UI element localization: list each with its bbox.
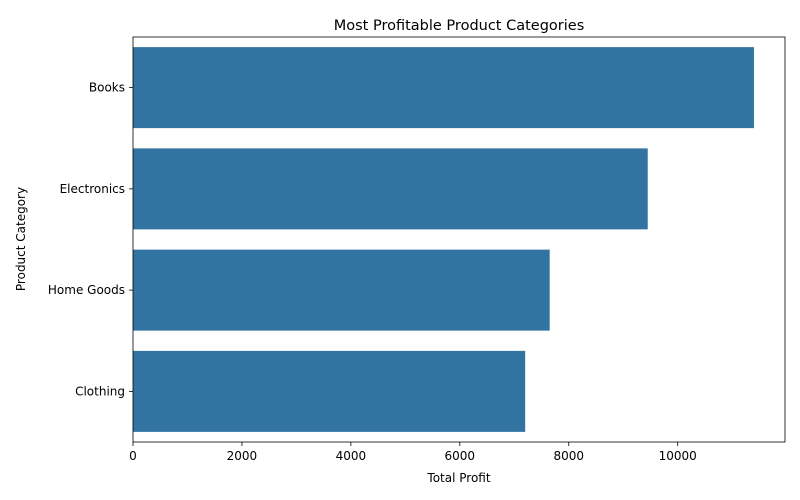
- bar-clothing: [133, 350, 526, 432]
- x-axis-ticks: 0 2000 4000 6000 8000 10000: [129, 442, 697, 463]
- y-axis-ticks: Books Electronics Home Goods Clothing: [48, 81, 133, 398]
- x-axis-label: Total Profit: [426, 471, 490, 485]
- x-tick-label-4000: 4000: [336, 449, 367, 463]
- x-tick-label-10000: 10000: [659, 449, 697, 463]
- bar-electronics: [133, 148, 648, 230]
- x-tick-label-6000: 6000: [445, 449, 476, 463]
- y-tick-label-books: Books: [89, 81, 125, 95]
- y-tick-label-electronics: Electronics: [60, 182, 125, 196]
- y-tick-label-home-goods: Home Goods: [48, 283, 125, 297]
- axes-frame: [132, 36, 786, 443]
- x-tick-label-8000: 8000: [553, 449, 584, 463]
- x-tick-label-2000: 2000: [227, 449, 258, 463]
- x-tick-label-0: 0: [129, 449, 137, 463]
- chart-title: Most Profitable Product Categories: [334, 18, 585, 34]
- y-axis-label: Product Category: [14, 187, 28, 291]
- bar-books: [133, 47, 754, 129]
- y-tick-label-clothing: Clothing: [75, 384, 125, 398]
- bars-group: [133, 47, 754, 432]
- bar-home-goods: [133, 249, 550, 331]
